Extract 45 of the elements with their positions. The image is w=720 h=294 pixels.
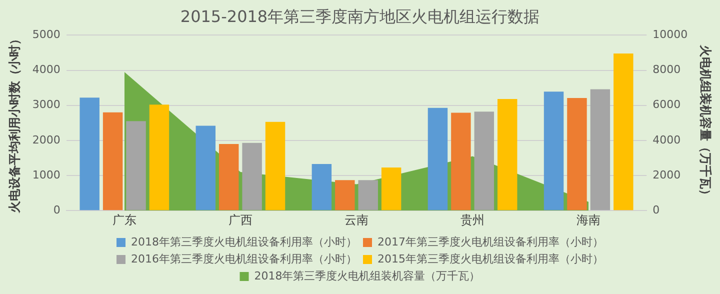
bar	[149, 104, 170, 210]
y2-tick-label: 0	[652, 203, 660, 216]
y-tick-label: 0	[53, 203, 60, 216]
y-tick-label: 1000	[32, 168, 60, 182]
y2-tick-label: 10000	[652, 28, 688, 42]
bar	[102, 112, 123, 210]
y-tick-label: 4000	[32, 63, 60, 76]
y2-tick-label: 6000	[652, 98, 681, 112]
legend-label: 2018年第三季度火电机组装机容量（万千瓦）	[254, 269, 480, 282]
y-axis-title: 火电设备平均利用小时数（小时）	[7, 32, 22, 214]
y-tick-label: 3000	[32, 98, 60, 112]
legend-label: 2018年第三季度火电机组设备利用率（小时）	[131, 235, 358, 248]
bar	[544, 92, 564, 210]
legend-label: 2017年第三季度火电机组设备利用率（小时）	[378, 235, 604, 248]
bar	[614, 53, 634, 210]
bar	[126, 121, 146, 210]
bar	[590, 89, 610, 210]
bar	[196, 126, 216, 210]
bar	[497, 99, 518, 210]
y-tick-label: 2000	[32, 133, 60, 146]
legend-label: 2015年第三季度火电机组设备利用率（小时）	[378, 252, 604, 266]
bar	[312, 164, 332, 210]
bar	[218, 144, 239, 210]
legend-label: 2016年第三季度火电机组设备利用率（小时）	[131, 252, 358, 266]
y2-tick-label: 2000	[652, 168, 681, 182]
y2-axis-title: 火电机组装机容量（万千瓦）	[698, 44, 713, 201]
bar	[265, 122, 286, 210]
x-tick-label: 海南	[576, 212, 601, 227]
x-tick-label: 广东	[112, 212, 136, 227]
chart-title: 2015-2018年第三季度南方地区火电机组运行数据	[180, 6, 540, 26]
bar	[567, 98, 587, 210]
x-tick-label: 广西	[228, 212, 252, 227]
y-tick-label: 5000	[32, 28, 60, 42]
bar	[451, 112, 471, 210]
bar	[80, 98, 100, 210]
bar	[474, 112, 494, 210]
bar	[381, 167, 402, 210]
bar	[358, 180, 378, 210]
bar	[428, 108, 448, 210]
bar	[335, 180, 355, 210]
y2-tick-label: 8000	[652, 63, 681, 76]
bar	[242, 142, 262, 210]
x-tick-label: 云南	[344, 212, 368, 227]
y2-tick-label: 4000	[652, 133, 681, 146]
x-tick-label: 贵州	[460, 212, 485, 227]
